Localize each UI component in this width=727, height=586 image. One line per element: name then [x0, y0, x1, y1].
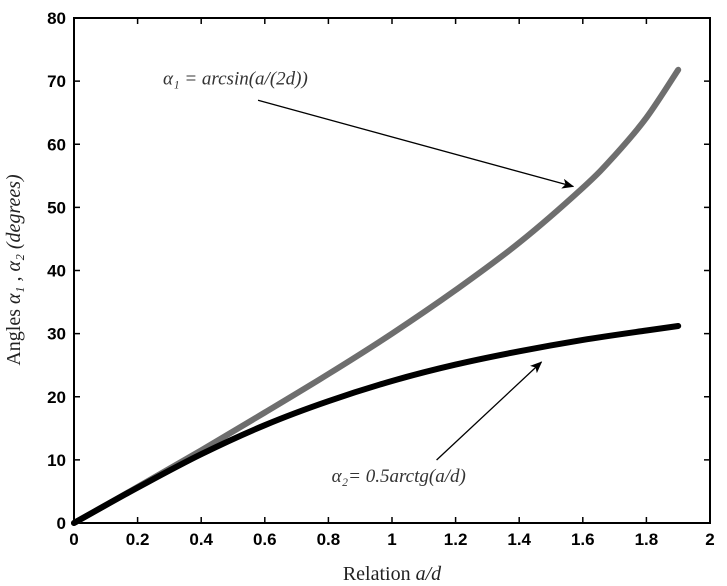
y-tick-label: 80	[47, 9, 66, 28]
x-tick-label: 0.6	[253, 530, 277, 549]
y-tick-label: 0	[57, 514, 66, 533]
x-tick-label: 0.4	[189, 530, 213, 549]
y-tick-label: 50	[47, 198, 66, 217]
annotation-arrow-1	[257, 99, 575, 189]
x-tick-label: 1	[387, 530, 396, 549]
series	[71, 66, 682, 526]
y-axis-title-prefix: Angles	[3, 304, 25, 366]
x-tick-label: 0.2	[126, 530, 150, 549]
x-tick-label: 1.2	[444, 530, 468, 549]
y-tick-label: 30	[47, 325, 66, 344]
x-tick-label: 1.6	[571, 530, 595, 549]
x-tick-label: 1.4	[507, 530, 531, 549]
annotation-label-2: α₂= 0.5arctg(a/d)	[332, 466, 466, 487]
y-axis-title: Angles α₁ , α₂ (degrees)	[3, 174, 25, 366]
series-line-2	[71, 323, 682, 526]
x-axis-title: Relation a/d	[343, 563, 442, 585]
y-tick-label: 20	[47, 388, 66, 407]
y-tick-label: 10	[47, 451, 66, 470]
y-tick-label: 60	[47, 135, 66, 154]
annotation-label-1: α₁ = arcsin(a/(2d))	[163, 68, 308, 89]
x-tick-label: 0	[69, 530, 78, 549]
x-tick-label: 2	[705, 530, 714, 549]
x-axis-title-prefix: Relation	[343, 563, 416, 585]
x-tick-label: 0.8	[317, 530, 341, 549]
plot-area	[73, 17, 711, 524]
annotation-arrow-2	[436, 361, 543, 461]
y-axis-title-variable: α₁ , α₂ (degrees)	[3, 174, 25, 304]
y-tick-label: 40	[47, 262, 66, 281]
y-tick-label: 70	[47, 72, 66, 91]
ticks: 0 0.2 0.4 0.6 0.8 1 1.2 1.4 1.6 1.8 20102030405060…	[47, 9, 715, 549]
x-axis-title-variable: a/d	[416, 563, 443, 585]
x-tick-label: 1.8	[635, 530, 659, 549]
annotations: α₁ = arcsin(a/(2d)) α₂= 0.5arctg(a/d)	[163, 68, 575, 487]
